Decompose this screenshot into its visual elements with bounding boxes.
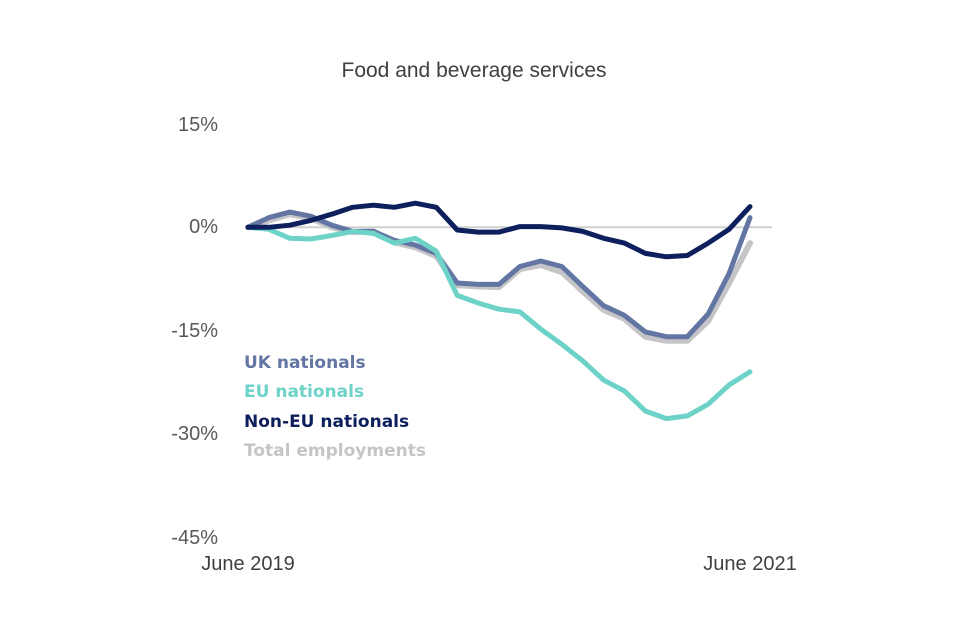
chart-title: Food and beverage services <box>342 59 607 82</box>
y-tick-label: -30% <box>171 423 218 445</box>
y-tick-label: -45% <box>171 527 218 549</box>
y-axis: 15% 0% -15% -30% -45% <box>171 114 218 549</box>
series-line-non-eu-nationals <box>245 200 753 260</box>
y-tick-label: 15% <box>178 114 218 136</box>
legend-item-eu-nationals: EU nationals <box>244 382 364 402</box>
x-axis: June 2019 June 2021 <box>201 553 796 575</box>
series-line-uk-nationals <box>245 209 753 340</box>
legend: UK nationals EU nationals Non-EU nationa… <box>244 353 426 461</box>
x-tick-label-end: June 2021 <box>703 553 796 575</box>
legend-item-total-employments: Total employments <box>244 441 426 461</box>
legend-item-uk-nationals: UK nationals <box>244 353 366 373</box>
y-tick-label: 0% <box>189 216 218 238</box>
series-line-eu-nationals <box>245 224 753 422</box>
y-tick-label: -15% <box>171 320 218 342</box>
legend-item-non-eu-nationals: Non-EU nationals <box>244 412 409 432</box>
x-tick-label-start: June 2019 <box>201 553 294 575</box>
series-lines <box>245 200 753 422</box>
